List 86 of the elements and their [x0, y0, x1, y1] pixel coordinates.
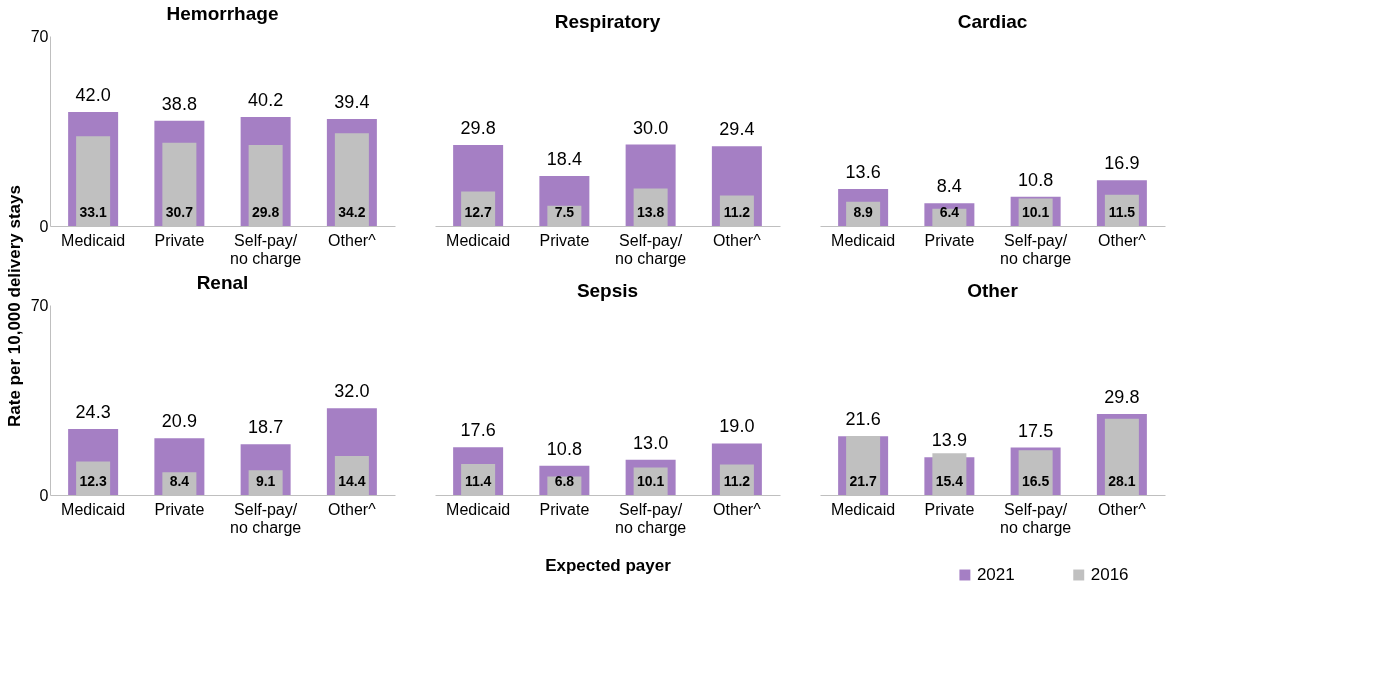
data-label: 29.8 [252, 204, 280, 220]
data-label: 8.4 [936, 176, 962, 197]
data-label: 15.4 [935, 473, 964, 489]
x-axis-title: Expected payer [545, 555, 672, 575]
data-label: 13.9 [931, 430, 967, 451]
x-tick-label: Other^ [328, 231, 377, 249]
x-tick-label: Private [924, 231, 975, 249]
chart-title: Renal [196, 272, 249, 293]
data-label: 6.4 [939, 204, 960, 220]
x-tick-label: Self-pay/ no charge [230, 500, 302, 536]
data-label: 30.0 [633, 117, 669, 138]
x-tick-label: Medicaid [831, 500, 896, 518]
data-label: 11.4 [464, 473, 492, 489]
x-tick-label: Self-pay/ no charge [230, 231, 302, 267]
data-label: 11.5 [1108, 204, 1136, 220]
x-tick-label: Other^ [1098, 231, 1147, 249]
x-tick-label: Private [154, 231, 205, 249]
x-tick-label: Private [154, 500, 205, 518]
data-label: 12.3 [79, 473, 107, 489]
x-tick-label: Private [539, 500, 590, 518]
data-label: 11.2 [723, 204, 751, 220]
y-tick-label: 70 [30, 27, 49, 45]
x-tick-label: Other^ [713, 231, 762, 249]
data-label: 19.0 [719, 416, 755, 437]
x-tick-label: Medicaid [446, 500, 511, 518]
data-label: 21.7 [849, 473, 877, 489]
y-tick-label: 0 [39, 486, 49, 504]
data-label: 16.9 [1104, 153, 1140, 174]
x-tick-label: Other^ [328, 500, 377, 518]
x-tick-label: Private [539, 231, 590, 249]
data-label: 14.4 [338, 473, 366, 489]
data-label: 39.4 [334, 92, 370, 113]
data-label: 24.3 [75, 402, 111, 423]
chart-title: Cardiac [957, 11, 1028, 32]
legend-label: 2016 [1090, 565, 1129, 584]
x-tick-label: Medicaid [61, 500, 126, 518]
data-label: 10.1 [1022, 204, 1050, 220]
x-tick-label: Self-pay/ no charge [615, 500, 687, 536]
y-tick-label: 0 [39, 217, 49, 235]
data-label: 42.0 [75, 85, 111, 105]
data-label: 18.7 [248, 417, 284, 438]
y-axis-title: Rate per 10,000 delivery stays [5, 185, 24, 427]
data-label: 21.6 [845, 409, 881, 430]
data-label: 34.2 [338, 204, 366, 220]
data-label: 29.8 [1104, 387, 1140, 408]
data-label: 29.8 [460, 118, 496, 139]
data-label: 11.2 [723, 473, 751, 489]
data-label: 6.8 [554, 473, 575, 489]
data-label: 32.0 [334, 381, 370, 402]
x-tick-label: Self-pay/ no charge [1000, 500, 1072, 536]
x-tick-label: Other^ [713, 500, 762, 518]
data-label: 13.8 [637, 204, 665, 220]
x-tick-label: Medicaid [61, 231, 126, 249]
data-label: 9.1 [255, 473, 276, 489]
data-label: 10.8 [1018, 169, 1054, 190]
legend-label: 2021 [976, 565, 1015, 584]
data-label: 33.1 [79, 204, 107, 220]
data-label: 13.0 [633, 432, 669, 453]
data-label: 18.4 [546, 149, 582, 170]
data-label: 40.2 [248, 89, 284, 110]
data-label: 8.9 [853, 204, 874, 220]
data-label: 12.7 [464, 204, 492, 220]
data-label: 10.8 [546, 438, 582, 459]
data-label: 17.6 [460, 420, 496, 441]
x-tick-label: Medicaid [831, 231, 896, 249]
x-tick-label: Private [924, 500, 975, 518]
chart-title: Sepsis [576, 280, 639, 301]
data-label: 30.7 [165, 204, 194, 220]
chart-title: Other [967, 280, 1019, 301]
data-label: 13.6 [845, 162, 881, 183]
x-tick-label: Other^ [1098, 500, 1147, 518]
chart-title: Hemorrhage [166, 3, 279, 24]
chart-title: Respiratory [554, 11, 661, 32]
data-label: 16.5 [1022, 473, 1050, 489]
data-label: 10.1 [637, 473, 665, 489]
x-tick-label: Self-pay/ no charge [1000, 231, 1072, 267]
y-tick-label: 70 [30, 296, 49, 314]
data-label: 29.4 [719, 119, 755, 140]
data-label: 28.1 [1108, 473, 1136, 489]
data-label: 38.8 [161, 93, 197, 114]
data-label: 8.4 [169, 473, 190, 489]
data-label: 20.9 [161, 411, 197, 432]
x-tick-label: Medicaid [446, 231, 511, 249]
data-label: 7.5 [554, 204, 575, 220]
data-label: 17.5 [1018, 420, 1054, 441]
x-tick-label: Self-pay/ no charge [615, 231, 687, 267]
